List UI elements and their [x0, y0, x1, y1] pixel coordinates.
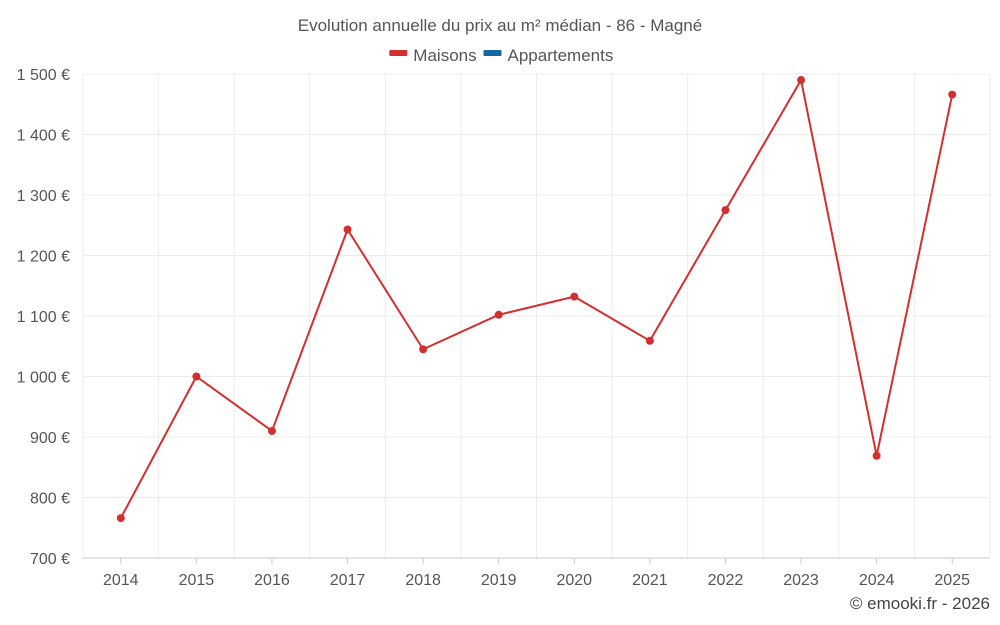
- chart-title: Evolution annuelle du prix au m² médian …: [298, 16, 702, 35]
- legend-label: Maisons: [413, 46, 476, 65]
- legend-swatch: [483, 50, 502, 56]
- data-point: [721, 206, 730, 215]
- x-tick-label: 2021: [632, 572, 668, 589]
- x-tick-label: 2025: [934, 572, 970, 589]
- legend-label: Appartements: [508, 46, 614, 65]
- data-point: [948, 90, 957, 99]
- data-point: [645, 336, 654, 345]
- x-tick-label: 2017: [330, 572, 366, 589]
- grid: [82, 73, 991, 559]
- y-tick-label: 1 400 €: [17, 128, 70, 145]
- y-tick-label: 1 200 €: [17, 249, 70, 266]
- y-tick-label: 1 300 €: [17, 188, 70, 205]
- y-tick-label: 1 500 €: [17, 67, 70, 84]
- y-tick-label: 700 €: [30, 551, 70, 568]
- y-tick-label: 900 €: [30, 430, 70, 447]
- y-tick-label: 1 100 €: [17, 309, 70, 326]
- x-tick-label: 2014: [103, 572, 139, 589]
- legend-item-appartements[interactable]: Appartements: [483, 46, 614, 65]
- data-point: [116, 514, 125, 523]
- x-tick-label: 2016: [254, 572, 290, 589]
- data-point: [192, 372, 201, 381]
- x-tick-label: 2023: [783, 572, 819, 589]
- x-tick-label: 2018: [405, 572, 441, 589]
- x-tick-label: 2022: [708, 572, 744, 589]
- data-point: [797, 76, 806, 85]
- legend-swatch: [389, 50, 408, 56]
- footer-credit: © emooki.fr - 2026: [850, 594, 990, 613]
- x-tick-label: 2015: [179, 572, 215, 589]
- x-tick-label: 2024: [859, 572, 895, 589]
- x-tick-label: 2020: [556, 572, 592, 589]
- y-tick-label: 1 000 €: [17, 370, 70, 387]
- series-line-maisons: [119, 79, 954, 519]
- series: [116, 76, 957, 523]
- data-point: [419, 345, 428, 354]
- data-point: [267, 426, 276, 435]
- data-point: [570, 292, 579, 301]
- data-point: [494, 310, 503, 319]
- legend-item-maisons[interactable]: Maisons: [389, 46, 477, 65]
- axes: 700 € 800 € 900 € 1 000 € 1 100 € 1 200 € 1 30…: [17, 67, 990, 589]
- y-tick-label: 800 €: [30, 491, 70, 508]
- data-point: [872, 451, 881, 460]
- legend: Maisons Appartements: [389, 46, 613, 65]
- data-point: [343, 225, 352, 234]
- x-tick-label: 2019: [481, 572, 517, 589]
